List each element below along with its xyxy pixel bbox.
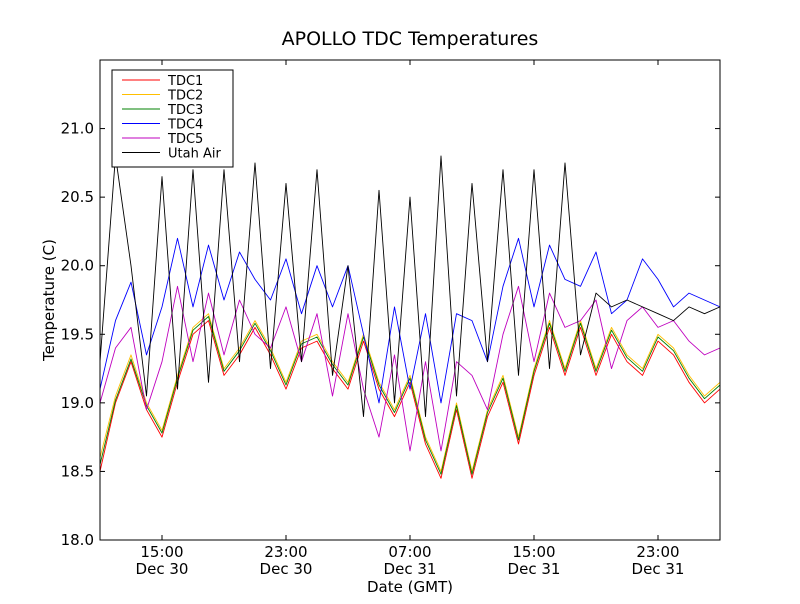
series-line-tdc1	[99, 320, 721, 479]
y-tick-label: 21.0	[61, 120, 94, 138]
y-tick-label: 19.0	[61, 394, 94, 412]
series-line-tdc5	[99, 285, 721, 452]
x-tick-label-date: Dec 31	[508, 560, 561, 578]
series-line-utah-air	[99, 155, 721, 418]
x-tick-label-time: 23:00	[264, 543, 307, 561]
chart-title: APOLLO TDC Temperatures	[282, 28, 539, 50]
series-line-tdc4	[99, 237, 721, 404]
x-tick-label-time: 07:00	[388, 543, 431, 561]
x-tick-label-time: 15:00	[140, 543, 183, 561]
legend-label-utah-air: Utah Air	[168, 147, 221, 162]
series-line-tdc3	[99, 316, 721, 475]
y-tick-label: 20.5	[61, 188, 94, 206]
y-tick-label: 19.5	[61, 325, 94, 343]
legend-label-tdc3: TDC3	[167, 103, 203, 118]
x-axis-label: Date (GMT)	[367, 578, 453, 596]
y-tick-label: 18.0	[61, 531, 94, 549]
y-axis-label: Temperature (C)	[40, 239, 58, 362]
x-tick-label-date: Dec 31	[384, 560, 437, 578]
x-tick-label-date: Dec 30	[260, 560, 313, 578]
x-tick-label-date: Dec 30	[136, 560, 189, 578]
legend-label-tdc5: TDC5	[167, 132, 203, 147]
y-tick-label: 18.5	[61, 462, 94, 480]
x-tick-label-date: Dec 31	[632, 560, 685, 578]
series-line-tdc2	[99, 313, 721, 472]
legend-label-tdc2: TDC2	[167, 89, 203, 104]
x-tick-label-time: 15:00	[512, 543, 555, 561]
legend-label-tdc1: TDC1	[167, 74, 203, 89]
legend-box	[111, 69, 234, 168]
y-tick-label: 20.0	[61, 257, 94, 275]
x-tick-label-time: 23:00	[636, 543, 679, 561]
legend-label-tdc4: TDC4	[167, 118, 203, 133]
